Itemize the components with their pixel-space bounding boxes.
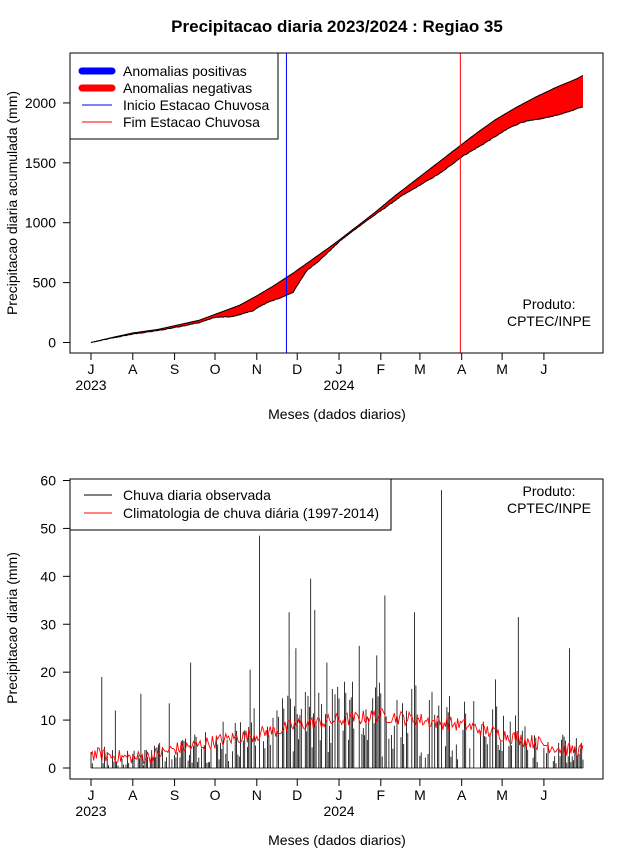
accumulated-x-tick-label: F xyxy=(377,361,386,377)
accumulated-x-tick-label: A xyxy=(128,361,138,377)
daily-x-tick-label: D xyxy=(292,787,302,803)
accumulated-x-tick-label: N xyxy=(252,361,262,377)
accumulated-x-tick-label: A xyxy=(457,361,467,377)
accumulated-x-tick-label: J xyxy=(88,361,95,377)
daily-y-tick-label: 40 xyxy=(40,568,56,584)
accumulated-y-axis-label: Precipitacao diaria acumulada (mm) xyxy=(4,91,20,315)
accumulated-x-axis-label: Meses (dados diarios) xyxy=(268,406,406,422)
accumulated-x-tick-label: M xyxy=(414,361,426,377)
daily-x-tick-label: J xyxy=(336,787,343,803)
daily-legend-box xyxy=(69,478,392,531)
observed-accumulated-line xyxy=(90,106,584,343)
accumulated-x-tick-label: O xyxy=(210,361,221,377)
daily-plot-area xyxy=(90,490,584,769)
legend-label-rain-start: Inicio Estacao Chuvosa xyxy=(123,97,270,113)
daily-x-tick-label: O xyxy=(210,787,221,803)
daily-y-tick-label: 30 xyxy=(40,616,56,632)
accumulated-x-tick-label: D xyxy=(292,361,302,377)
daily-y-axis-label: Precipitacao diaria (mm) xyxy=(4,552,20,704)
climatology-daily-line xyxy=(90,708,584,765)
credit-org-bottom: CPTEC/INPE xyxy=(507,500,591,516)
daily-x-tick-label: S xyxy=(170,787,179,803)
daily-x-tick-label: J xyxy=(88,787,95,803)
negative-anomaly-area xyxy=(91,75,583,343)
accumulated-y-tick-label: 500 xyxy=(33,275,57,291)
credit-label-top: Produto: xyxy=(523,296,576,312)
accumulated-x-tick-label: J xyxy=(540,361,547,377)
daily-x-tick-label: J xyxy=(540,787,547,803)
legend-label-climatology: Climatologia de chuva diária (1997-2014) xyxy=(123,505,379,521)
daily-legend: Chuva diaria observada Climatologia de c… xyxy=(69,478,392,531)
legend-label-observed: Chuva diaria observada xyxy=(123,487,271,503)
daily-year-label: 2023 xyxy=(75,803,106,819)
accumulated-y-tick-label: 1500 xyxy=(25,155,56,171)
accumulated-x-tick-label: S xyxy=(170,361,179,377)
accumulated-y-tick-label: 0 xyxy=(48,335,56,351)
accumulated-x-tick-label: J xyxy=(336,361,343,377)
accumulated-legend: Anomalias positivas Anomalias negativas … xyxy=(69,52,279,140)
daily-y-tick-label: 10 xyxy=(40,712,56,728)
daily-y-tick-label: 20 xyxy=(40,664,56,680)
accumulated-year-label: 2024 xyxy=(323,377,354,393)
daily-y-axis: 0 10 20 30 40 50 60 xyxy=(40,473,71,776)
legend-label-negative: Anomalias negativas xyxy=(123,80,252,96)
daily-x-tick-label: M xyxy=(414,787,426,803)
daily-x-tick-label: F xyxy=(377,787,386,803)
credit-label-bottom: Produto: xyxy=(523,483,576,499)
daily-y-tick-label: 60 xyxy=(40,473,56,489)
accumulated-x-tick-label: M xyxy=(496,361,508,377)
accumulated-plot-area xyxy=(90,53,584,353)
daily-x-tick-label: M xyxy=(496,787,508,803)
accumulated-y-axis: 0 500 1000 1500 2000 xyxy=(25,95,71,351)
legend-label-positive: Anomalias positivas xyxy=(123,63,247,79)
accumulated-year-label: 2023 xyxy=(75,377,106,393)
daily-x-tick-label: A xyxy=(457,787,467,803)
legend-label-rain-end: Fim Estacao Chuvosa xyxy=(123,114,260,130)
daily-y-tick-label: 0 xyxy=(48,760,56,776)
daily-x-tick-label: A xyxy=(128,787,138,803)
credit-org-top: CPTEC/INPE xyxy=(507,313,591,329)
accumulated-y-tick-label: 1000 xyxy=(25,215,56,231)
accumulated-legend-box xyxy=(69,52,279,140)
accumulated-y-tick-label: 2000 xyxy=(25,95,56,111)
daily-year-label: 2024 xyxy=(323,803,354,819)
climatology-accumulated-line xyxy=(90,74,584,343)
daily-y-tick-label: 50 xyxy=(40,520,56,536)
daily-x-tick-label: N xyxy=(252,787,262,803)
daily-x-axis-label: Meses (dados diarios) xyxy=(268,832,406,848)
chart-title: Precipitacao diaria 2023/2024 : Regiao 3… xyxy=(171,17,503,36)
